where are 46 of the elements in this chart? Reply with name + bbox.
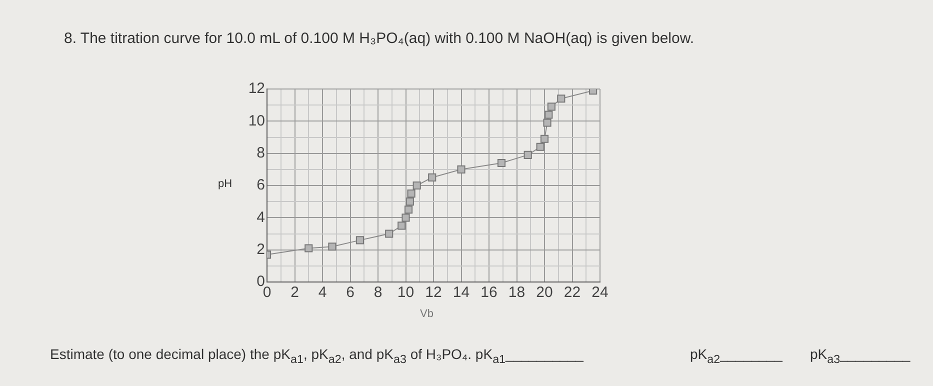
- y-axis-title: pH: [218, 178, 232, 190]
- point: [328, 242, 336, 251]
- point: [544, 110, 553, 119]
- y-tick-label: 8: [256, 144, 265, 162]
- y-tick-label: 10: [248, 112, 265, 130]
- x-tick-label: 22: [564, 284, 581, 302]
- point: [457, 165, 466, 174]
- point: [428, 173, 436, 182]
- point: [497, 158, 506, 168]
- point: [398, 222, 406, 230]
- text: Estimate (to one decimal place) the pK$_{a1}$, pK$_{a2}$, and pK$_{a3}$ of H₃PO₄. pK$_{a1}$__________: [50, 346, 584, 366]
- x-tick-label: 8: [374, 284, 382, 302]
- y-tick-label: 0: [256, 273, 265, 290]
- point: [540, 134, 549, 143]
- y-tick-label: 12: [248, 80, 265, 98]
- point: [557, 94, 566, 103]
- text: pK$_{a2}$________: [690, 346, 782, 366]
- point: [547, 102, 556, 111]
- x-tick-label: 16: [480, 284, 498, 302]
- x-axis-title: Vb: [420, 308, 434, 320]
- point: [536, 142, 544, 151]
- x-tick-label: 18: [508, 284, 526, 302]
- point: [589, 89, 598, 95]
- point: [407, 190, 416, 198]
- x-tick-label: 24: [592, 284, 608, 302]
- x-tick-label: 14: [452, 284, 470, 302]
- point: [385, 230, 394, 238]
- point: [404, 206, 413, 214]
- y-tick-label: 4: [256, 208, 265, 226]
- point: [402, 214, 410, 222]
- text: pK$_{a3}$_________: [810, 346, 910, 366]
- x-tick-label: 2: [290, 284, 299, 302]
- point: [406, 198, 414, 206]
- y-tick-label: 2: [256, 240, 265, 258]
- x-tick-label: 4: [318, 284, 327, 302]
- point: [356, 236, 364, 244]
- x-tick-label: 10: [397, 284, 414, 302]
- point: [524, 150, 532, 159]
- x-tick-label: 20: [536, 284, 553, 302]
- x-tick-label: 12: [425, 284, 442, 302]
- x-tick-label: 6: [346, 284, 354, 302]
- point: [543, 118, 552, 127]
- y-tick-label: 6: [256, 176, 265, 194]
- point: [412, 181, 421, 190]
- chart-title: 8. The titration curve for 10.0 mL of 0.100 M H₃PO₄(aq) with 0.100 M NaOH(aq) is given below.: [64, 30, 694, 47]
- point: [304, 244, 313, 252]
